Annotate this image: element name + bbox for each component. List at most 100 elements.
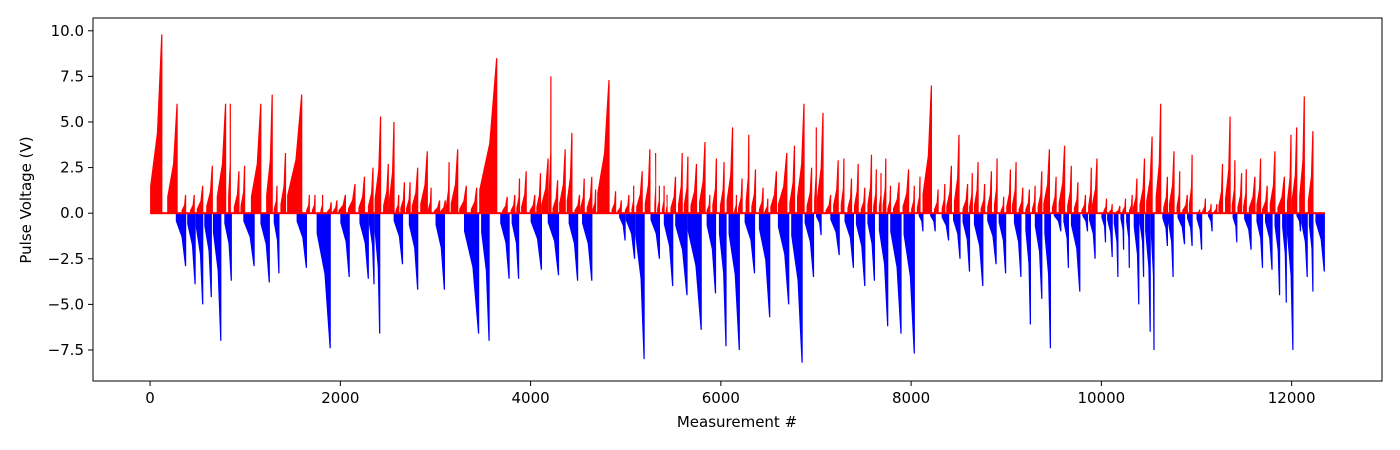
negative-pulse-bar-71 xyxy=(1133,213,1140,305)
positive-pulse-bar-22 xyxy=(358,176,366,214)
negative-pulse-bar-69 xyxy=(1120,213,1125,250)
positive-pulse-bar-79 xyxy=(758,187,764,214)
y-tick-label: −2.5 xyxy=(48,250,84,268)
positive-pulse-bar-5 xyxy=(206,165,213,214)
positive-pulse-bar-29 xyxy=(406,182,411,214)
negative-pulse-bar-75 xyxy=(1162,213,1168,246)
positive-pulse-bar-151 xyxy=(1243,169,1247,214)
positive-pulse-bar-62 xyxy=(654,153,657,214)
negative-pulse-bar-26 xyxy=(619,213,626,241)
positive-pulse-bar-140 xyxy=(1176,171,1181,214)
negative-pulse-bar-47 xyxy=(890,213,902,334)
negative-pulse-bar-57 xyxy=(1013,213,1022,277)
positive-pulse-bar-154 xyxy=(1262,185,1268,214)
negative-pulse-bar-9 xyxy=(296,213,307,268)
positive-pulse-bar-136 xyxy=(1146,136,1153,214)
positive-pulse-bar-156 xyxy=(1277,176,1285,214)
negative-pulse-bar-45 xyxy=(867,213,875,281)
positive-pulse-bar-128 xyxy=(1091,158,1098,214)
positive-pulse-bar-24 xyxy=(374,116,382,214)
positive-pulse-bar-41 xyxy=(510,194,516,214)
positive-pulse-bar-138 xyxy=(1163,176,1168,214)
positive-pulse-bar-17 xyxy=(320,194,324,214)
positive-pulse-bar-137 xyxy=(1155,103,1162,214)
positive-pulse-bar-85 xyxy=(806,167,813,214)
positive-pulse-bar-16 xyxy=(311,194,316,214)
y-tick-label: 10.0 xyxy=(51,22,84,40)
negative-pulse-bar-16 xyxy=(408,213,419,290)
positive-pulse-bar-133 xyxy=(1129,194,1133,214)
negative-pulse-bar-64 xyxy=(1082,213,1089,232)
x-axis-ticks: 0 2000 4000 6000 8000 10000 12000 xyxy=(145,381,1315,407)
negative-pulse-bar-10 xyxy=(316,213,331,349)
positive-pulse-bar-124 xyxy=(1067,165,1072,214)
positive-pulse-bar-61 xyxy=(644,149,651,214)
y-tick-label: 7.5 xyxy=(60,67,84,85)
y-tick-label: 2.5 xyxy=(60,159,84,177)
positive-pulse-bar-149 xyxy=(1231,160,1236,214)
positive-pulse-bar-83 xyxy=(789,145,796,214)
negative-pulse-bar-83 xyxy=(1256,213,1264,268)
positive-pulse-bar-52 xyxy=(580,178,585,214)
negative-pulse-bar-36 xyxy=(744,213,756,274)
positive-pulse-bar-98 xyxy=(887,185,892,214)
negative-pulse-bar-68 xyxy=(1113,213,1119,277)
zero-baseline xyxy=(150,212,1325,215)
negative-pulse-bar-58 xyxy=(1025,213,1031,325)
x-tick-label: 10000 xyxy=(1078,389,1126,407)
x-tick-label: 12000 xyxy=(1268,389,1316,407)
positive-pulse-bar-12 xyxy=(273,185,278,214)
positive-pulse-bar-126 xyxy=(1081,194,1087,214)
positive-pulse-bar-115 xyxy=(1006,169,1011,214)
positive-pulse-bar-91 xyxy=(847,178,853,214)
negative-pulse-bar-35 xyxy=(728,213,740,350)
negative-pulse-bar-87 xyxy=(1286,213,1294,350)
negative-pulse-bar-19 xyxy=(481,213,490,341)
positive-pulse-bar-73 xyxy=(719,162,725,214)
positive-pulse-bar-84 xyxy=(797,103,805,214)
positive-pulse-bar-14 xyxy=(287,94,303,214)
positive-pulse-bar-147 xyxy=(1218,163,1224,214)
positive-pulse-bar-58 xyxy=(624,194,630,214)
y-axis-label: Pulse Voltage (V) xyxy=(17,136,35,263)
positive-pulse-bar-2 xyxy=(181,194,187,214)
negative-pulse-bar-34 xyxy=(718,213,727,347)
positive-pulse-bar-4 xyxy=(196,185,204,214)
positive-pulse-bar-157 xyxy=(1286,134,1292,214)
negative-pulse-bar-88 xyxy=(1296,213,1302,232)
positive-pulse-bar-117 xyxy=(1018,187,1024,214)
negative-pulse-bar-7 xyxy=(260,213,270,283)
negative-pulse-bar-51 xyxy=(941,213,950,241)
negative-bars xyxy=(175,213,1325,363)
positive-pulse-bar-135 xyxy=(1139,158,1146,214)
positive-pulse-bar-109 xyxy=(969,173,973,214)
positive-pulse-bar-141 xyxy=(1182,194,1188,214)
negative-pulse-bar-54 xyxy=(973,213,984,287)
negative-pulse-bar-31 xyxy=(675,213,688,296)
negative-pulse-bar-23 xyxy=(547,213,560,276)
negative-pulse-bar-17 xyxy=(435,213,445,290)
positive-pulse-bar-82 xyxy=(777,153,788,214)
positive-pulse-bar-26 xyxy=(388,122,395,214)
positive-pulse-bar-119 xyxy=(1031,185,1036,214)
negative-pulse-bar-43 xyxy=(844,213,854,268)
positive-pulse-bar-78 xyxy=(751,169,757,214)
negative-pulse-bar-50 xyxy=(930,213,936,232)
negative-pulse-bar-53 xyxy=(962,213,971,272)
positive-pulse-bar-102 xyxy=(916,176,921,214)
positive-pulse-bar-158 xyxy=(1291,127,1298,214)
positive-pulse-bar-30 xyxy=(411,167,419,214)
x-tick-label: 8000 xyxy=(892,389,930,407)
positive-pulse-bar-51 xyxy=(574,194,581,214)
positive-pulse-bar-57 xyxy=(617,200,622,214)
positive-pulse-bar-38 xyxy=(470,187,478,214)
positive-pulse-bar-74 xyxy=(726,127,734,214)
positive-pulse-bar-21 xyxy=(347,184,356,214)
positive-pulse-bar-40 xyxy=(502,196,508,214)
negative-pulse-bar-81 xyxy=(1232,213,1238,243)
negative-pulse-bar-18 xyxy=(464,213,480,334)
positive-pulse-bar-60 xyxy=(636,171,643,214)
positive-pulse-bar-146 xyxy=(1213,204,1218,214)
negative-pulse-bar-77 xyxy=(1177,213,1186,245)
